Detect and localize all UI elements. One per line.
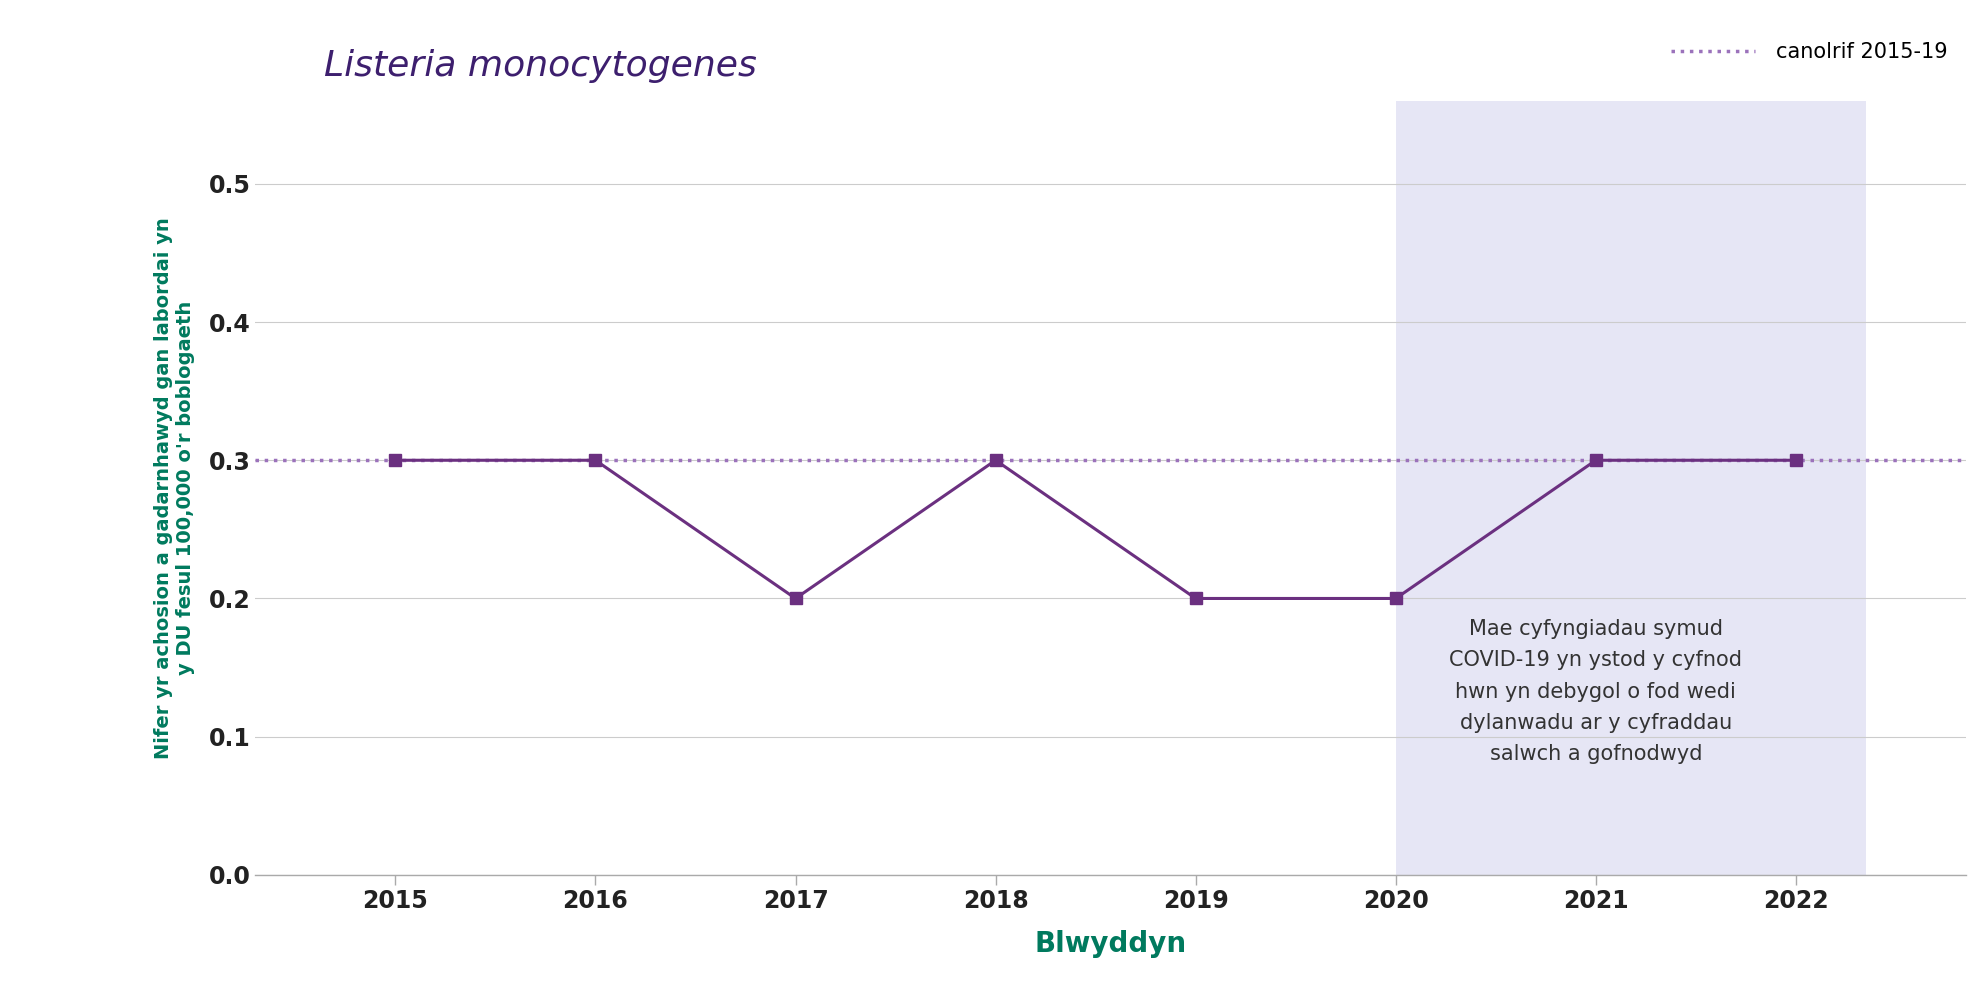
X-axis label: Blwyddyn: Blwyddyn	[1034, 930, 1186, 958]
Bar	[1396, 101, 1865, 875]
Text: Listeria monocytogenes: Listeria monocytogenes	[323, 49, 756, 82]
Y-axis label: Nifer yr achosion a gadarnhawyd gan labordai yn
y DU fesul 100,000 o'r boblogaet: Nifer yr achosion a gadarnhawyd gan labo…	[154, 217, 194, 759]
Legend: canolrif 2015-19: canolrif 2015-19	[1663, 34, 1954, 71]
Text: Mae cyfyngiadau symud
COVID-19 yn ystod y cyfnod
hwn yn debygol o fod wedi
dylan: Mae cyfyngiadau symud COVID-19 yn ystod …	[1449, 620, 1742, 764]
